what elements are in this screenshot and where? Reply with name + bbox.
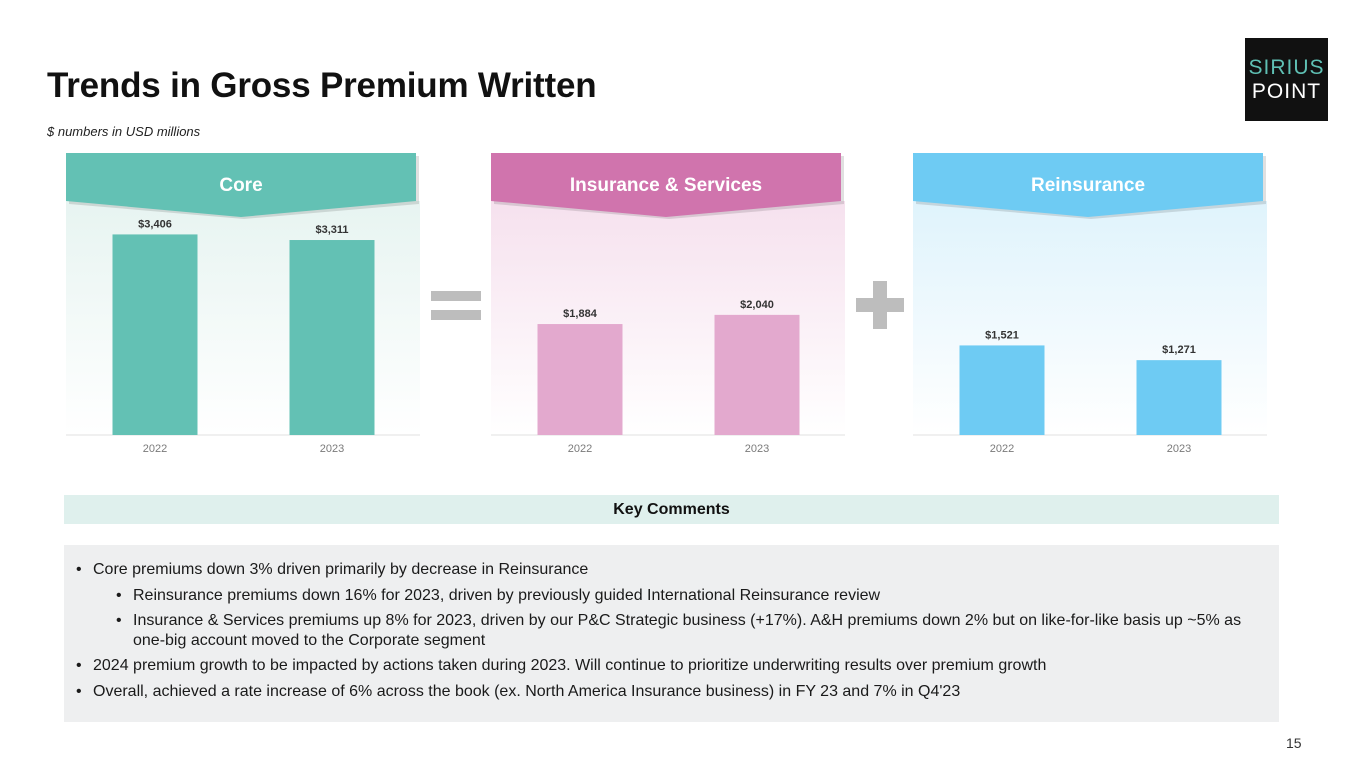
bar-value-label: $1,271 bbox=[1162, 344, 1196, 356]
bar bbox=[112, 234, 198, 435]
x-tick-label: 2022 bbox=[568, 443, 592, 455]
chart-title: Reinsurance bbox=[1031, 175, 1145, 196]
bar bbox=[959, 345, 1045, 435]
bar bbox=[714, 314, 800, 435]
bar-chart-ins: Insurance & Services $1,884 2022 $2,040 2023 bbox=[491, 153, 845, 455]
bar-chart-re: Reinsurance $1,521 2022 $1,271 2023 bbox=[913, 153, 1267, 455]
key-comments-box: Core premiums down 3% driven primarily b… bbox=[64, 545, 1279, 722]
x-tick-label: 2022 bbox=[990, 443, 1014, 455]
bar bbox=[1136, 360, 1222, 435]
core-chart-panel: Core $3,406 2022 $3,311 2023 bbox=[64, 153, 420, 463]
comment-item: Core premiums down 3% driven primarily b… bbox=[76, 559, 1263, 581]
bar bbox=[537, 324, 623, 435]
chart-title: Insurance & Services bbox=[570, 175, 762, 196]
insurance-services-chart-panel: Insurance & Services $1,884 2022 $2,040 2023 bbox=[489, 153, 845, 463]
logo-line-2: POINT bbox=[1251, 79, 1322, 103]
x-tick-label: 2023 bbox=[1167, 443, 1191, 455]
bar-value-label: $3,406 bbox=[138, 218, 172, 230]
sirius-point-logo: SIRIUS POINT bbox=[1245, 38, 1328, 121]
bar-chart-core: Core $3,406 2022 $3,311 2023 bbox=[66, 153, 420, 455]
x-tick-label: 2022 bbox=[143, 443, 167, 455]
key-comments-header: Key Comments bbox=[64, 495, 1279, 524]
logo-line-1: SIRIUS bbox=[1248, 55, 1325, 79]
chart-title: Core bbox=[219, 175, 262, 196]
page-number: 15 bbox=[1286, 735, 1302, 751]
reinsurance-chart-panel: Reinsurance $1,521 2022 $1,271 2023 bbox=[911, 153, 1267, 463]
chart-header-banner bbox=[66, 153, 416, 217]
comment-sub-item: Reinsurance premiums down 16% for 2023, … bbox=[116, 585, 1263, 607]
plus-sign-icon bbox=[856, 281, 904, 329]
bar bbox=[289, 240, 375, 435]
x-tick-label: 2023 bbox=[745, 443, 769, 455]
bar-value-label: $3,311 bbox=[315, 224, 348, 236]
page-title: Trends in Gross Premium Written bbox=[47, 66, 597, 105]
chart-header-banner bbox=[491, 153, 841, 217]
bar-value-label: $1,884 bbox=[563, 308, 598, 320]
units-note: $ numbers in USD millions bbox=[47, 124, 201, 139]
chart-header-banner bbox=[913, 153, 1263, 217]
equals-sign-icon bbox=[431, 291, 481, 320]
bar-value-label: $2,040 bbox=[740, 299, 774, 311]
comment-item: 2024 premium growth to be impacted by ac… bbox=[76, 655, 1263, 677]
bar-value-label: $1,521 bbox=[985, 329, 1019, 341]
comment-item: Overall, achieved a rate increase of 6% … bbox=[76, 681, 1263, 703]
x-tick-label: 2023 bbox=[320, 443, 344, 455]
key-comments-title: Key Comments bbox=[613, 500, 730, 518]
comment-sub-item: Insurance & Services premiums up 8% for … bbox=[116, 611, 1263, 651]
